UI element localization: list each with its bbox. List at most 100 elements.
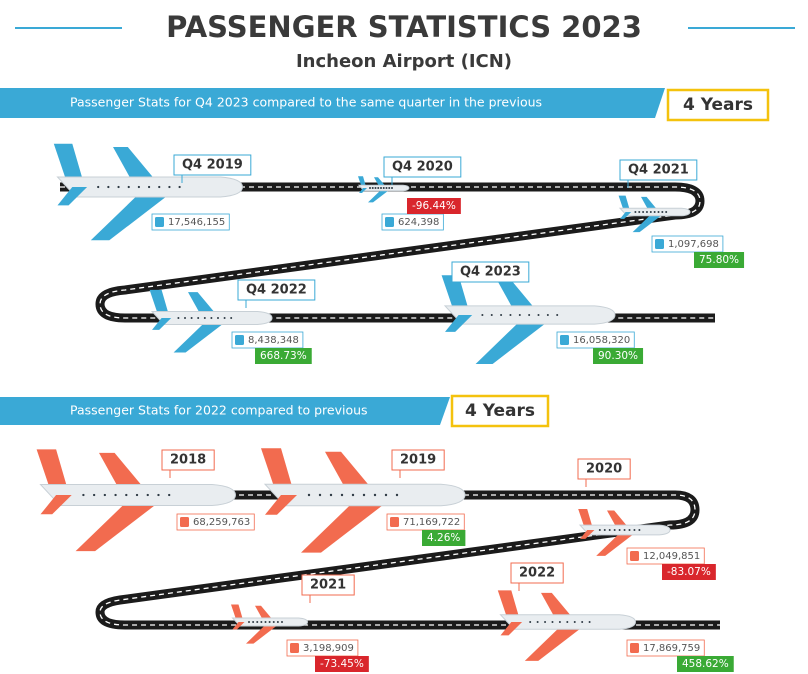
plane-window — [537, 314, 539, 316]
plane-window — [168, 494, 170, 496]
plane-window — [528, 314, 530, 316]
plane-window — [654, 211, 656, 213]
passenger-icon — [560, 335, 569, 345]
plane-window — [256, 621, 258, 623]
plane-window — [614, 529, 616, 531]
plane — [619, 196, 690, 233]
plane-wing — [255, 606, 272, 620]
plane-wing — [325, 452, 371, 488]
badge-text: 4 Years — [465, 401, 535, 421]
plane-window — [128, 186, 130, 188]
plane-window — [638, 211, 640, 213]
plane-window — [157, 494, 159, 496]
subtitle: Incheon Airport (ICN) — [296, 51, 512, 72]
change: 668.73% — [260, 350, 307, 362]
year-label: Q4 2020 — [392, 160, 453, 175]
badge-text: 4 Years — [683, 95, 753, 115]
plane-window — [178, 186, 180, 188]
plane-window — [646, 211, 648, 213]
plane-window — [372, 187, 374, 189]
passengers: 1,097,698 — [668, 239, 719, 250]
plane-window — [383, 187, 385, 189]
plane-window — [566, 621, 568, 623]
plane-window — [204, 317, 206, 319]
plane-wing — [76, 500, 162, 551]
plane-window — [509, 314, 511, 316]
plane-window — [158, 186, 160, 188]
plane-window — [650, 211, 652, 213]
plane-window — [269, 621, 271, 623]
plane-wing — [641, 197, 657, 210]
plane — [231, 604, 308, 643]
plane — [442, 275, 615, 364]
passengers: 3,198,909 — [303, 643, 354, 654]
plane-wing — [541, 593, 572, 617]
change: 75.80% — [699, 254, 739, 266]
title: PASSENGER STATISTICS 2023 — [166, 10, 642, 44]
plane-window — [619, 529, 621, 531]
plane-window — [230, 317, 232, 319]
plane-wing — [174, 321, 227, 352]
plane-window — [224, 317, 226, 319]
plane-window — [559, 621, 561, 623]
plane-window — [273, 621, 275, 623]
plane-window — [556, 314, 558, 316]
passenger-icon — [390, 517, 399, 527]
passengers: 71,169,722 — [403, 517, 460, 528]
plane-window — [500, 314, 502, 316]
plane-window — [374, 494, 376, 496]
plane-wing — [525, 626, 584, 661]
passenger-icon — [385, 217, 394, 227]
plane-tail — [54, 144, 84, 182]
plane-window — [388, 187, 390, 189]
banner-text: Passenger Stats for Q4 2023 compared to … — [70, 95, 542, 110]
plane-window — [396, 494, 398, 496]
passenger-icon — [235, 335, 244, 345]
year-label: 2020 — [586, 462, 622, 477]
plane-window — [551, 621, 553, 623]
passenger-icon — [155, 217, 164, 227]
plane-window — [210, 317, 212, 319]
plane-wing — [99, 453, 144, 488]
plane-window — [277, 621, 279, 623]
plane-window — [197, 317, 199, 319]
plane-window — [665, 211, 667, 213]
plane — [498, 590, 636, 660]
plane-wing — [607, 511, 628, 527]
plane-window — [260, 621, 262, 623]
plane-window — [191, 317, 193, 319]
plane-window — [184, 317, 186, 319]
plane-window — [634, 211, 636, 213]
plane-window — [341, 494, 343, 496]
plane-window — [281, 621, 283, 623]
plane-tail — [498, 590, 520, 618]
plane-window — [363, 494, 365, 496]
passengers: 17,869,759 — [643, 643, 700, 654]
plane-window — [391, 187, 393, 189]
plane-window — [537, 621, 539, 623]
year-label: 2022 — [519, 566, 555, 581]
plane-window — [352, 494, 354, 496]
plane-window — [519, 314, 521, 316]
plane-window — [642, 211, 644, 213]
plane-tail — [37, 449, 68, 489]
plane-window — [319, 494, 321, 496]
plane-window — [117, 186, 119, 188]
plane — [358, 176, 409, 202]
change: -96.44% — [412, 200, 456, 212]
plane-window — [544, 621, 546, 623]
plane-window — [104, 494, 106, 496]
plane-window — [481, 314, 483, 316]
infographic: PASSENGER STATISTICS 2023 Incheon Airpor… — [0, 0, 808, 674]
change: 90.30% — [598, 350, 638, 362]
plane-window — [529, 621, 531, 623]
year-label: Q4 2023 — [460, 265, 521, 280]
plane-window — [248, 621, 250, 623]
plane-window — [125, 494, 127, 496]
plane-window — [658, 211, 660, 213]
plane-window — [661, 211, 663, 213]
plane-window — [177, 317, 179, 319]
plane-window — [375, 187, 377, 189]
plane-wing — [301, 500, 389, 552]
year-label: Q4 2022 — [246, 283, 307, 298]
